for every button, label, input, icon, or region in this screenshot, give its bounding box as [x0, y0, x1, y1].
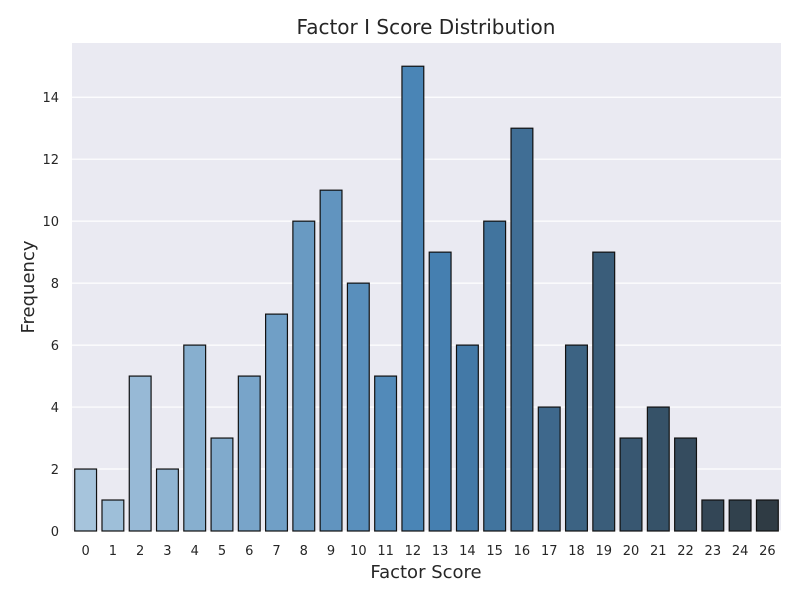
bar-12	[401, 65, 425, 532]
x-tick-label: 15	[486, 544, 503, 559]
y-tick-label: 14	[42, 91, 59, 106]
bar-4	[183, 344, 207, 532]
x-tick-label: 3	[163, 544, 171, 559]
x-tick-label: 8	[300, 544, 308, 559]
bar-2	[128, 375, 152, 532]
y-tick-label: 4	[51, 401, 59, 416]
x-tick-label: 14	[459, 544, 476, 559]
y-tick-labels: 0 2 4 6 8 10 12 14	[42, 91, 59, 540]
bar-11	[374, 375, 398, 532]
x-tick-label: 26	[759, 544, 776, 559]
bar-22	[674, 437, 698, 532]
x-tick-label: 6	[245, 544, 253, 559]
bar-26	[755, 499, 779, 532]
bar-10	[346, 282, 370, 532]
chart-title: Factor I Score Distribution	[297, 15, 556, 39]
bar-7	[265, 313, 289, 532]
y-tick-label: 6	[51, 339, 59, 354]
x-tick-label: 19	[595, 544, 612, 559]
y-axis-title: Frequency	[18, 240, 39, 333]
y-tick-label: 2	[51, 463, 59, 478]
bar-19	[592, 251, 616, 532]
x-tick-label: 17	[541, 544, 558, 559]
y-tick-label: 0	[51, 525, 59, 540]
bar-0	[74, 468, 98, 532]
bar-8	[292, 220, 316, 532]
x-tick-label: 23	[705, 544, 722, 559]
x-tick-label: 21	[650, 544, 667, 559]
x-tick-label: 0	[81, 544, 89, 559]
y-tick-label: 12	[42, 153, 59, 168]
x-tick-label: 16	[514, 544, 531, 559]
x-tick-label: 5	[218, 544, 226, 559]
x-tick-label: 13	[432, 544, 449, 559]
x-tick-label: 9	[327, 544, 335, 559]
y-tick-label: 8	[51, 277, 59, 292]
bar-24	[728, 499, 752, 532]
x-tick-label: 24	[732, 544, 749, 559]
x-tick-labels: 0 1 2 3 4 5 6 7 8 9 10 11 12 13 14 15 16 17 18 19 20 21 22 23 24…	[81, 544, 775, 559]
bar-9	[319, 189, 343, 532]
bar-14	[455, 344, 479, 532]
x-tick-label: 10	[350, 544, 367, 559]
bar-17	[537, 406, 561, 532]
x-tick-label: 1	[109, 544, 117, 559]
x-tick-label: 2	[136, 544, 144, 559]
x-tick-label: 20	[623, 544, 640, 559]
x-tick-label: 7	[272, 544, 280, 559]
bar-23	[701, 499, 725, 532]
bar-5	[210, 437, 234, 532]
x-tick-label: 12	[405, 544, 422, 559]
bar-1	[101, 499, 125, 532]
bar-6	[237, 375, 261, 532]
bar-18	[564, 344, 588, 532]
x-tick-label: 22	[677, 544, 694, 559]
x-axis-title: Factor Score	[370, 562, 481, 583]
bars-group	[74, 65, 779, 532]
bar-21	[646, 406, 670, 532]
x-tick-label: 4	[191, 544, 199, 559]
x-tick-label: 18	[568, 544, 585, 559]
bar-13	[428, 251, 452, 532]
bar-3	[155, 468, 179, 532]
bar-15	[483, 220, 507, 532]
bar-20	[619, 437, 643, 532]
bar-16	[510, 127, 534, 532]
y-tick-label: 10	[42, 215, 59, 230]
x-tick-label: 11	[377, 544, 394, 559]
